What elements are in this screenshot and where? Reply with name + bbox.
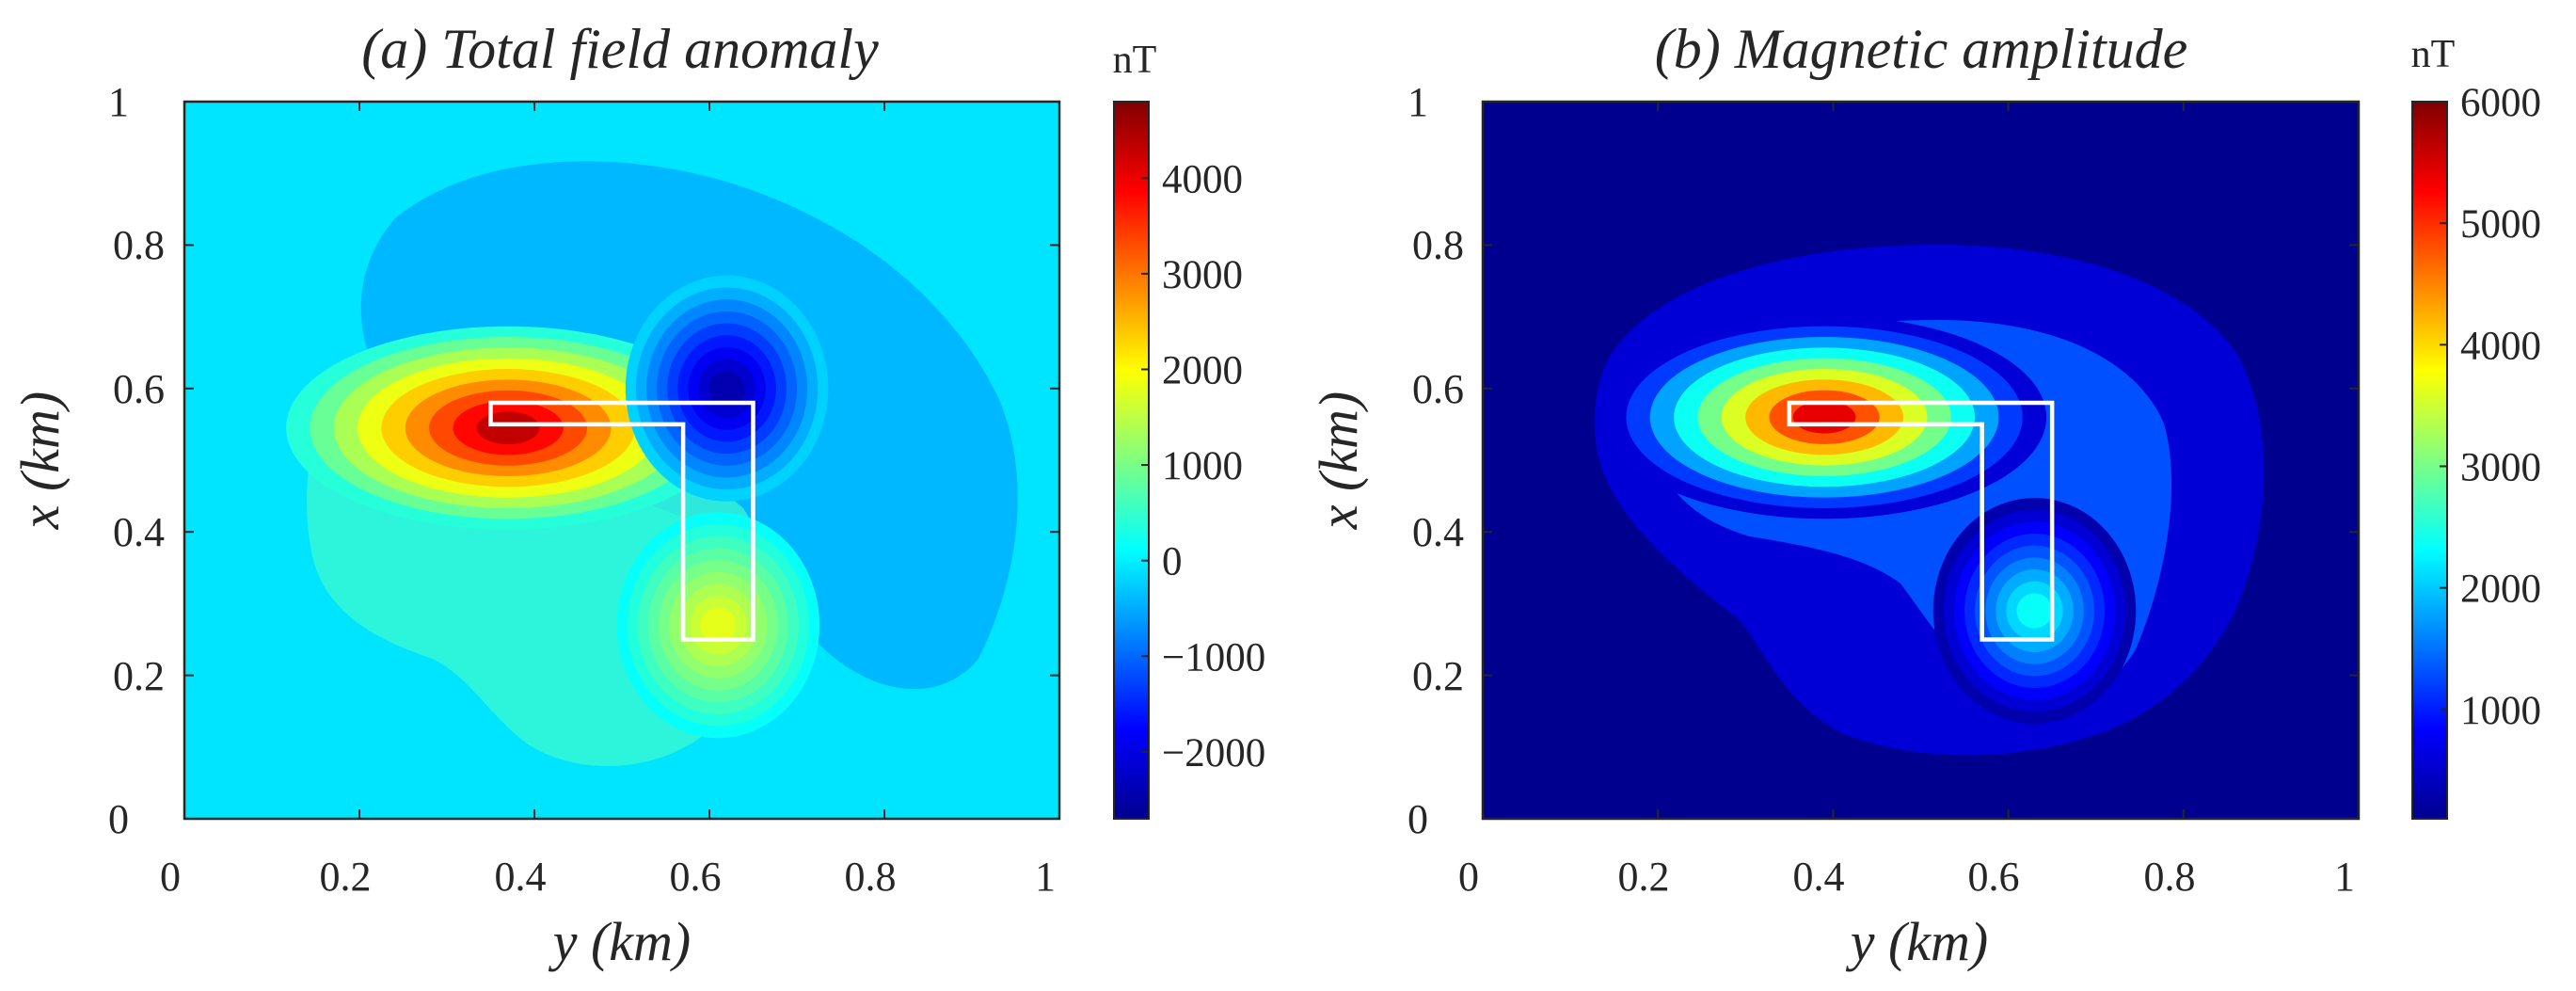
tick-label: 0.6 <box>113 366 165 412</box>
colorbar-tick-label: 2000 <box>2460 567 2541 612</box>
tick-label: 0.4 <box>495 854 547 900</box>
colorbar-tick-label: −2000 <box>1162 731 1265 775</box>
tick-label: 0 <box>1458 854 1479 900</box>
colorbar-tick-label: 1000 <box>1162 444 1243 488</box>
panel-b-title: (b) Magnetic amplitude <box>1655 18 2188 80</box>
panel-a-y-ticks: 0 0.2 0.4 0.6 0.8 1 <box>108 79 165 842</box>
panel-b-x-ticks: 0 0.2 0.4 0.6 0.8 1 <box>1458 854 2355 900</box>
colorbar-tick-label: 2000 <box>1162 348 1243 392</box>
colorbar-tick-label: 4000 <box>2460 324 2541 368</box>
panel-a-plot <box>184 102 1059 819</box>
colorbar-tick-label: 1000 <box>2460 689 2541 733</box>
tick-label: 0.6 <box>670 854 722 900</box>
panel-a-title: (a) Total field anomaly <box>361 18 879 80</box>
source-outline <box>1787 400 2055 642</box>
panel-a: (a) Total field anomaly 0 0.2 0.4 0.6 0.… <box>9 18 1265 972</box>
panel-b-plot <box>1483 102 2359 819</box>
tick-label: 1 <box>108 79 129 125</box>
tick-label: 0.4 <box>1412 509 1464 555</box>
tick-label: 0.8 <box>113 222 165 268</box>
panel-a-colorbar-bar <box>1113 101 1150 820</box>
colorbar-tick-label: 3000 <box>2460 445 2541 489</box>
panel-a-xlabel: y (km) <box>549 911 692 972</box>
panel-a-colorbar: nT 4000 3000 2000 1000 0 −1000 −2000 <box>1113 39 1265 820</box>
panel-b: (b) Magnetic amplitude 0 0.2 0.4 0.6 0.8… <box>1308 18 2541 972</box>
tick-label: 0.6 <box>1968 854 2020 900</box>
tick-label: 0.4 <box>113 509 165 555</box>
contour-band <box>708 371 745 407</box>
panel-b-colorbar: nT 6000 5000 4000 3000 2000 1000 <box>2411 33 2541 820</box>
tick-label: 0 <box>1407 796 1428 842</box>
panel-b-xlabel: y (km) <box>1846 911 1989 972</box>
tick-label: 1 <box>1407 79 1428 125</box>
contour-band <box>2016 593 2053 629</box>
panel-a-ylabel: x (km) <box>9 392 71 531</box>
tick-label: 0.2 <box>320 854 372 900</box>
tick-label: 0.2 <box>1412 653 1464 699</box>
colorbar-tick-label: 3000 <box>1162 253 1243 297</box>
tick-label: 0.8 <box>845 854 897 900</box>
tick-label: 1 <box>2334 854 2355 900</box>
tick-label: 0.4 <box>1793 854 1845 900</box>
contour-band <box>700 607 737 643</box>
panel-b-y-ticks: 0 0.2 0.4 0.6 0.8 1 <box>1407 79 1464 842</box>
contour-band <box>1792 400 1856 434</box>
colorbar-tick-label: 5000 <box>2460 202 2541 247</box>
tick-label: 1 <box>1035 854 1056 900</box>
panel-b-ylabel: x (km) <box>1308 392 1369 531</box>
tick-label: 0.8 <box>1412 222 1464 268</box>
tick-label: 0.8 <box>2144 854 2196 900</box>
source-outline <box>488 400 755 642</box>
tick-label: 0.6 <box>1412 366 1464 412</box>
tick-label: 0 <box>160 854 181 900</box>
axes-frame <box>183 100 1061 821</box>
panel-b-colorbar-bar <box>2411 101 2448 820</box>
panel-a-x-ticks: 0 0.2 0.4 0.6 0.8 1 <box>160 854 1056 900</box>
panel-b-colorbar-unit: nT <box>2411 33 2456 76</box>
tick-label: 0.2 <box>1618 854 1670 900</box>
axes-frame <box>1481 100 2361 821</box>
tick-label: 0.2 <box>113 653 165 699</box>
colorbar-tick-label: −1000 <box>1162 635 1265 679</box>
contour-band <box>476 411 540 445</box>
colorbar-tick-label: 0 <box>1162 540 1183 584</box>
colorbar-tick-label: 4000 <box>1162 157 1243 201</box>
colorbar-tick-label: 6000 <box>2460 81 2541 125</box>
panel-a-colorbar-unit: nT <box>1113 39 1157 82</box>
tick-label: 0 <box>108 796 129 842</box>
